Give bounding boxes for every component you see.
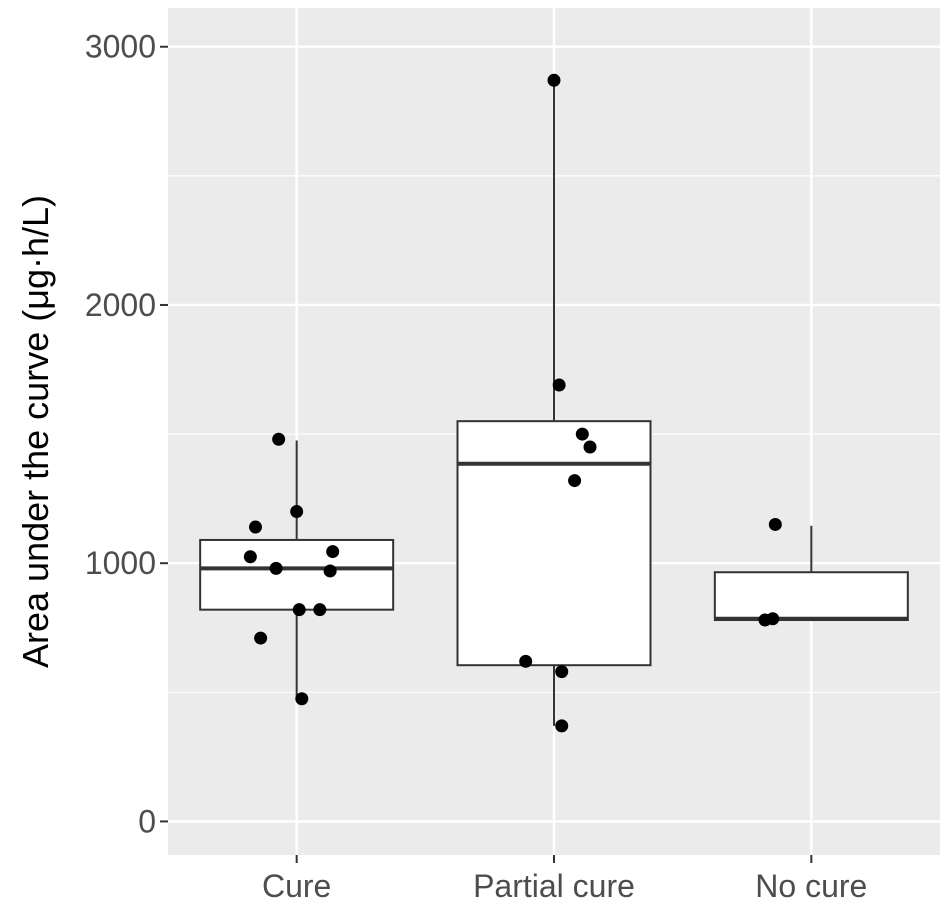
data-point: [272, 432, 286, 446]
y-tick-label: 1000: [85, 545, 156, 581]
data-point: [547, 73, 561, 87]
data-point: [568, 474, 582, 488]
data-point: [254, 631, 268, 645]
y-tick-label: 3000: [85, 29, 156, 65]
data-point: [323, 564, 337, 578]
data-point: [768, 517, 782, 531]
y-tick-label: 2000: [85, 287, 156, 323]
data-point: [555, 719, 569, 733]
box-layer: [199, 80, 909, 726]
data-point: [575, 427, 589, 441]
data-point: [248, 520, 262, 534]
data-point: [555, 665, 569, 679]
x-tick-label: Cure: [262, 868, 331, 901]
x-tick-label: Partial cure: [473, 868, 635, 901]
x-axis: Cure Partial cure No cure: [262, 855, 867, 901]
data-point: [295, 692, 309, 706]
data-point: [552, 378, 566, 392]
data-point: [269, 561, 283, 575]
data-point: [583, 440, 597, 454]
box-partial-cure: [456, 420, 652, 667]
data-point: [290, 505, 304, 519]
y-axis-title: Area under the curve (μg·h/L): [15, 195, 56, 668]
box-cure: [199, 538, 395, 611]
data-point: [313, 603, 327, 617]
data-point: [292, 603, 306, 617]
data-point: [326, 545, 340, 559]
y-tick-label: 0: [138, 803, 156, 839]
box-no-cure: [713, 571, 909, 622]
data-point: [519, 654, 533, 668]
point-layer: [243, 73, 782, 733]
x-tick-label: No cure: [755, 868, 867, 901]
data-point: [243, 550, 257, 564]
data-point: [758, 613, 772, 627]
y-axis: 0 1000 2000 3000: [85, 29, 168, 839]
